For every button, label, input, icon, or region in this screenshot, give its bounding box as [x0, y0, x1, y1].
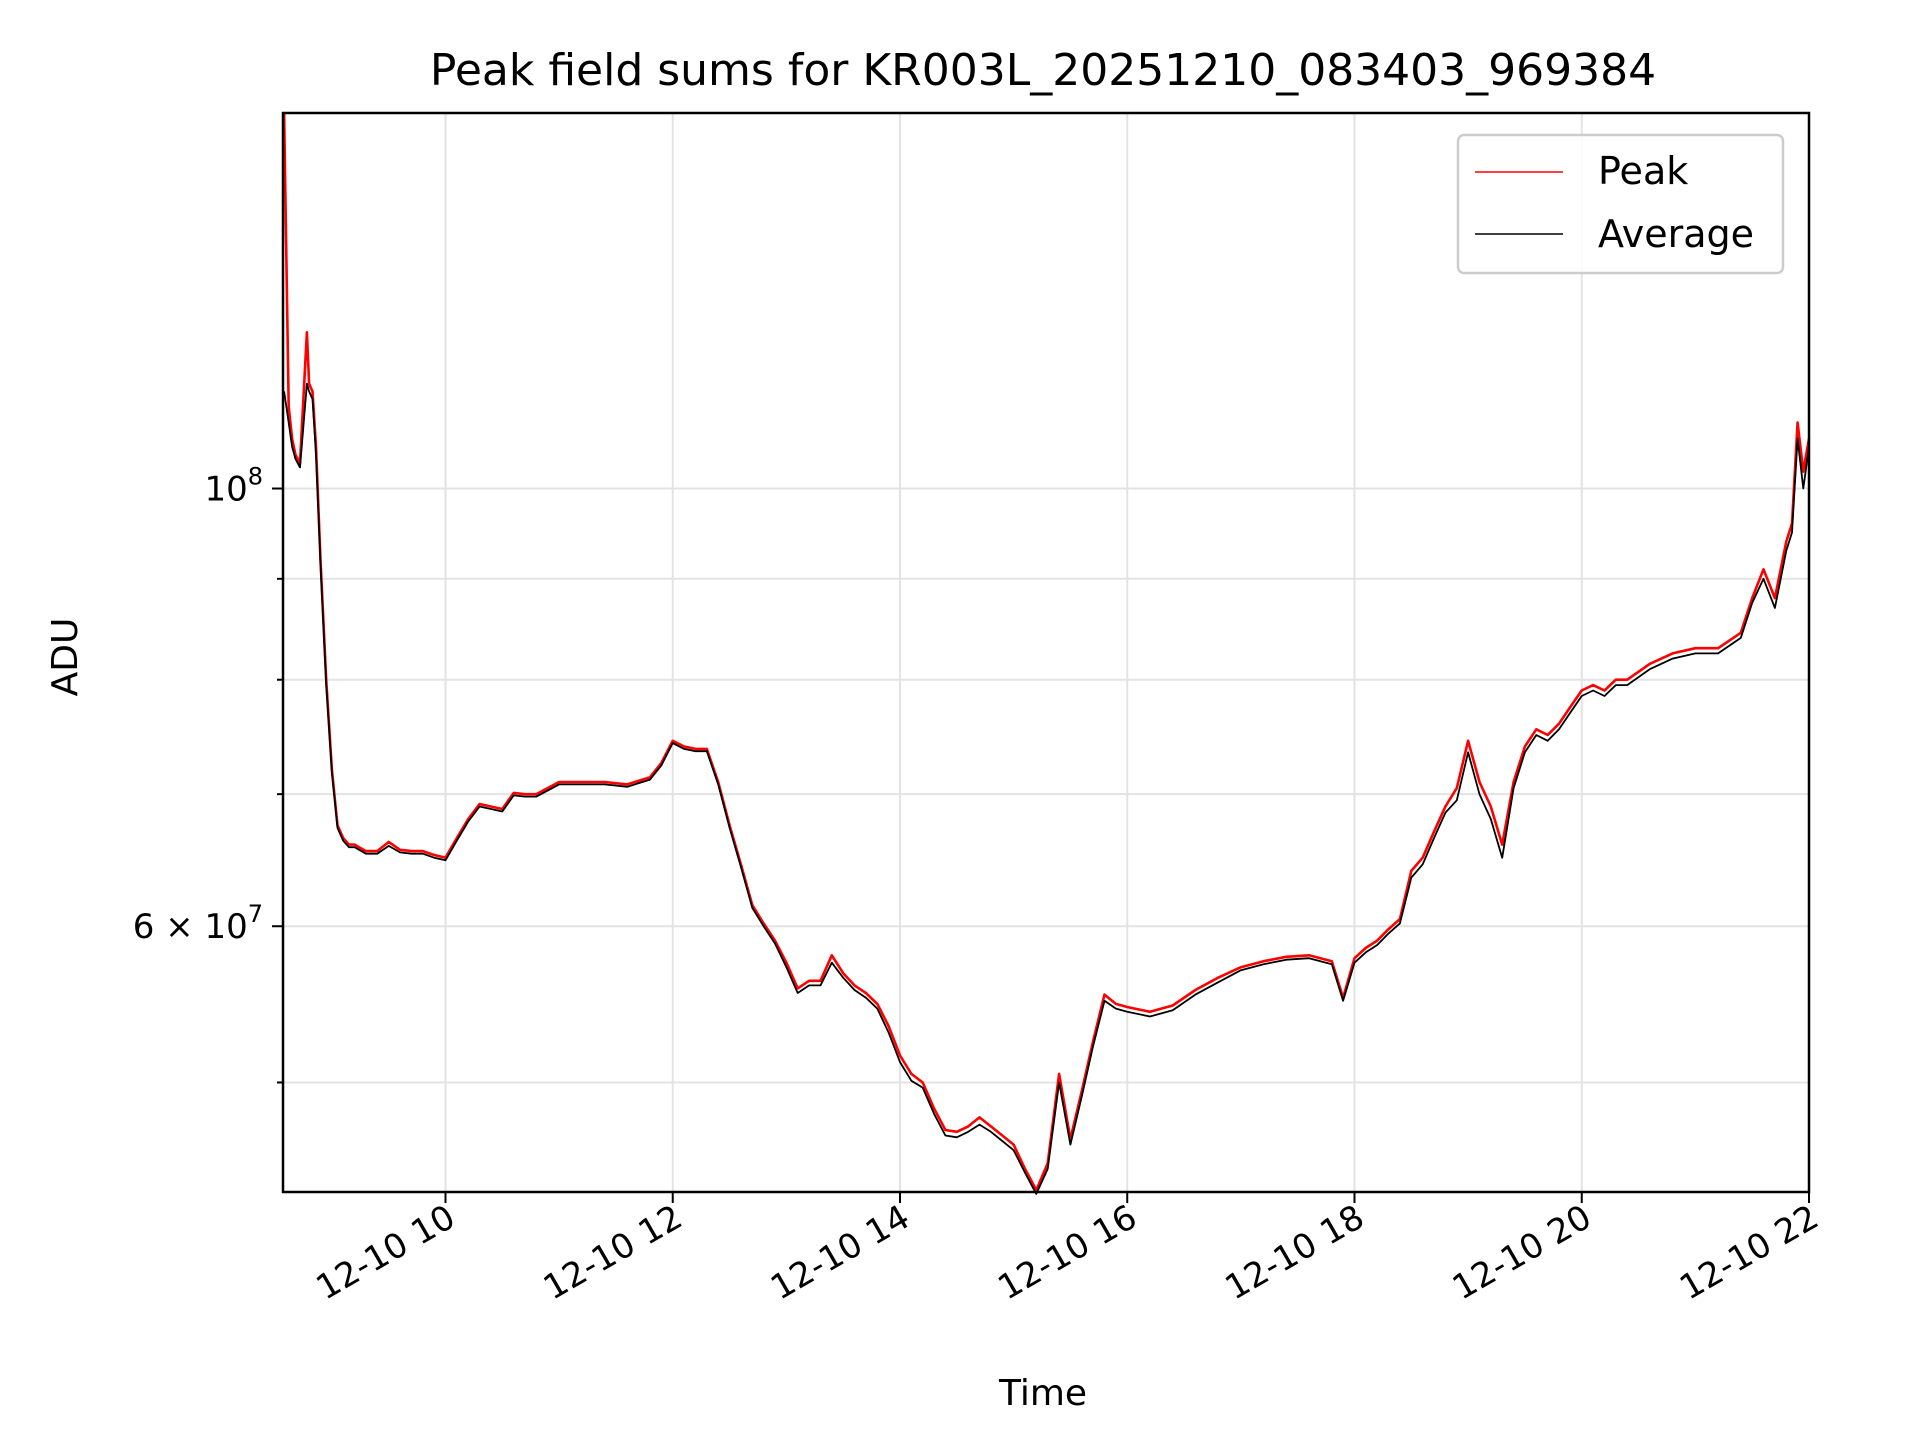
series-line-peak — [282, 112, 1811, 1192]
x-tick-label: 12-10 16 — [991, 1197, 1143, 1308]
legend-label-peak: Peak — [1598, 149, 1688, 193]
x-tick-label: 12-10 18 — [1219, 1197, 1371, 1308]
chart-title: Peak field sums for KR003L_20251210_0834… — [430, 45, 1656, 96]
y-tick-label: 6 × 107 — [133, 900, 263, 947]
series-layer — [282, 112, 1811, 1195]
x-tick-label: 12-10 12 — [537, 1197, 689, 1308]
x-tick-label: 12-10 14 — [764, 1197, 916, 1308]
x-tick-label: 12-10 10 — [310, 1197, 462, 1308]
series-line-average — [283, 382, 1810, 1195]
x-tick-label: 12-10 20 — [1446, 1197, 1598, 1308]
legend-label-average: Average — [1598, 212, 1754, 256]
x-tick-label: 12-10 22 — [1673, 1197, 1825, 1308]
tick-layer: 12-10 10 12-10 12 12-10 14 12-10 16 12-10 18… — [133, 463, 1826, 1309]
legend: Peak Average — [1456, 133, 1785, 275]
plot-frame — [281, 111, 1811, 1194]
y-tick-label: 108 — [204, 463, 263, 510]
x-axis-label: Time — [998, 1373, 1087, 1414]
legend-box — [1456, 133, 1785, 275]
y-axis-label: ADU — [45, 618, 86, 697]
grid-layer — [283, 113, 1810, 1192]
